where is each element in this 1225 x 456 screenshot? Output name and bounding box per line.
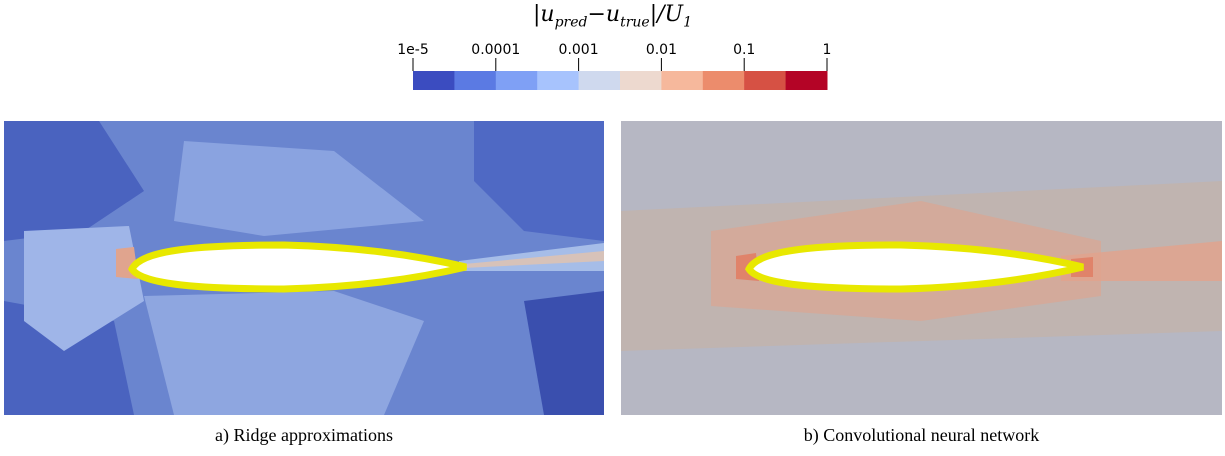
panel-b-blue-region-bottom <box>621 331 1222 415</box>
panel-convolutional-neural-network <box>621 121 1222 415</box>
colorbar-bin <box>413 71 455 90</box>
panel-a-wake-core <box>464 251 604 268</box>
colorbar-bin <box>620 71 662 90</box>
panel-b-caption: b) Convolutional neural network <box>803 425 1040 445</box>
colorbar-tick-label: 1e-5 <box>397 42 428 58</box>
panel-a-dark-region-right <box>474 121 604 241</box>
panel-a-dark-region-top <box>4 121 144 241</box>
colorbar-bin <box>495 71 538 90</box>
panel-a-caption: a) Ridge approximations <box>215 425 393 445</box>
colorbar-tick-label: 0.0001 <box>471 42 520 58</box>
colorbar-tick-label: 1 <box>823 42 832 58</box>
panel-b-wake <box>1061 241 1222 281</box>
colorbar: 1e-5 0.0001 0.001 0.01 0.1 1 <box>397 42 832 90</box>
colorbar-bin <box>702 71 745 90</box>
panel-b-airfoil <box>744 241 1084 293</box>
colorbar-title: |upred−utrue|/U1 <box>532 2 693 31</box>
colorbar-tick-label: 0.001 <box>559 42 599 58</box>
colorbar-bin <box>785 71 828 90</box>
panel-a-light-region-upper <box>174 141 424 236</box>
colorbar-tick-label: 0.1 <box>733 42 755 58</box>
colorbar-bin <box>744 71 787 90</box>
panel-ridge-approximations <box>4 121 604 415</box>
panel-a-dark-region-lower-right <box>524 291 604 415</box>
colorbar-tick-label: 0.01 <box>646 42 677 58</box>
colorbar-bin <box>454 71 497 90</box>
panel-a-light-region-lower <box>144 291 424 415</box>
panel-b-blue-region-top <box>621 121 1222 211</box>
colorbar-bin <box>661 71 704 90</box>
panel-a-lighter-region-left <box>24 226 144 351</box>
panel-a-airfoil <box>127 241 467 293</box>
colorbar-bin <box>578 71 621 90</box>
colorbar-bin <box>537 71 580 90</box>
